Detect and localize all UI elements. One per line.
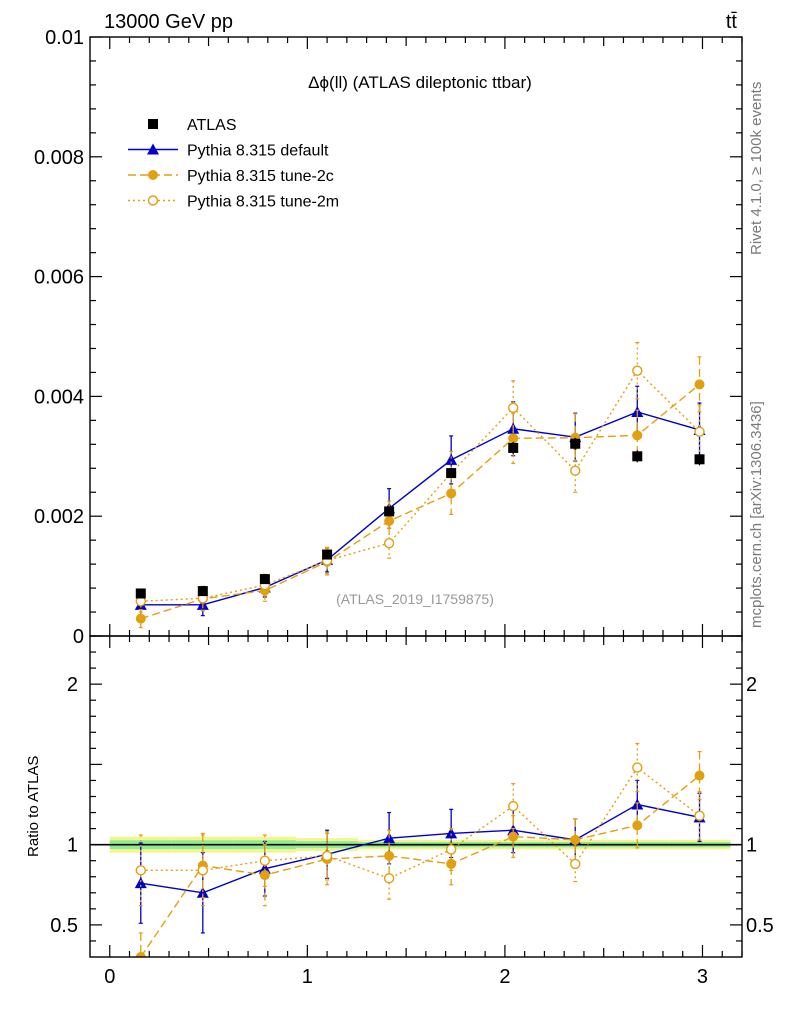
legend-label-pythia-8-315-tune-2c: Pythia 8.315 tune-2c — [187, 168, 334, 185]
atlas-point — [570, 438, 581, 449]
plot-title: Δϕ(ll) (ATLAS dileptonic ttbar) — [308, 73, 532, 92]
axis-ticks — [90, 36, 743, 957]
pythia-8-315-tune-2m-ratio-point — [508, 800, 519, 812]
pythia-8-315-tune-2m-ratio-point — [632, 762, 643, 773]
pythia-8-315-tune-2c-ratio-point — [570, 834, 581, 845]
pythia-8-315-tune-2c-point — [694, 379, 705, 390]
pythia-8-315-tune-2c-point — [135, 613, 146, 624]
pythia-8-315-tune-2c-ratio-point — [384, 850, 395, 861]
atlas-point — [446, 468, 457, 479]
ratio-bands — [90, 836, 742, 853]
pythia-8-315-tune-2m-point — [632, 365, 643, 376]
pythia-8-315-default-ratio-line — [140, 803, 700, 894]
ratio-y-tick-label-right: 0.5 — [746, 915, 774, 937]
pythia-8-315-tune-2m-ratio-point — [197, 865, 209, 876]
atlas-point — [259, 574, 270, 585]
energy-label: 13000 GeV pp — [104, 11, 233, 33]
pythia-8-315-default-line — [140, 411, 700, 606]
pythia-8-315-tune-2c-ratio-point — [508, 831, 519, 842]
ratio-y-tick-label-left: 2 — [67, 674, 78, 696]
main-plot-area — [134, 341, 706, 629]
ratio-y-tick-label-right: 1 — [746, 835, 757, 857]
atlas-point — [322, 549, 333, 560]
x-tick-label: 3 — [697, 966, 708, 988]
process-label: tt̄ — [726, 11, 738, 33]
pythia-8-315-tune-2c-point — [632, 430, 643, 441]
pythia-8-315-default-point — [445, 453, 458, 465]
pythia-8-315-tune-2m-point — [508, 402, 519, 413]
main-y-tick-label: 0 — [73, 626, 84, 648]
x-tick-label: 1 — [302, 966, 313, 988]
main-y-tick-label: 0.006 — [34, 267, 84, 289]
main-y-tick-label: 0.004 — [34, 386, 84, 408]
atlas-point — [135, 588, 146, 599]
ratio-frame — [89, 635, 743, 958]
pythia-8-315-default-ratio-point — [258, 862, 271, 874]
pythia-8-315-tune-2c-ratio-line — [140, 775, 700, 957]
pythia-8-315-tune-2c-line — [140, 383, 700, 620]
pythia-8-315-tune-2c-ratio-point — [135, 952, 146, 957]
pythia-8-315-tune-2m-ratio-point — [383, 873, 395, 884]
series-layer — [134, 341, 706, 957]
legend-marker-pythia-8-315-default — [147, 143, 159, 155]
legend-label-pythia-8-315-tune-2m: Pythia 8.315 tune-2m — [187, 194, 339, 211]
mcplots-label: mcplots.cern.ch [arXiv:1306.3436] — [748, 401, 765, 628]
pythia-8-315-tune-2m-ratio-point — [135, 865, 146, 876]
legend: ATLAS Pythia 8.315 default Pythia 8.315 tu… — [128, 117, 339, 211]
atlas-point — [632, 451, 643, 462]
pythia-8-315-tune-2m-line — [140, 369, 701, 602]
ratio-y-tick-label-left: 0.5 — [50, 915, 78, 937]
pythia-8-315-tune-2m-ratio-point — [570, 858, 581, 870]
main-y-tick-label: 0.002 — [34, 506, 84, 528]
pythia-8-315-tune-2m-point — [694, 426, 705, 437]
pythia-8-315-tune-2m-ratio-point — [445, 844, 457, 855]
legend-label-atlas: ATLAS — [187, 117, 237, 134]
x-tick-label: 0 — [104, 966, 115, 988]
atlas-point — [384, 506, 395, 517]
pythia-8-315-tune-2m-point — [383, 537, 395, 549]
pythia-8-315-tune-2c-point — [508, 433, 519, 444]
pythia-8-315-tune-2c-point — [384, 515, 395, 526]
legend-marker-atlas — [148, 119, 158, 129]
axis-labels: 0 0.002 0.004 0.006 0.008 0.01 0.5 0.5 1 1 2 2 0 1 2 3 — [34, 27, 774, 988]
legend-marker-pythia-8-315-tune-2m — [147, 195, 159, 206]
pythia-8-315-tune-2m-ratio-line — [140, 766, 700, 880]
ratio-y-tick-label-right: 2 — [746, 674, 757, 696]
ratio-y-axis-label: Ratio to ATLAS — [25, 756, 42, 857]
legend-marker-pythia-8-315-tune-2c — [148, 170, 158, 180]
pythia-8-315-tune-2m-point — [570, 465, 581, 476]
pythia-8-315-default-ratio-point — [134, 877, 147, 889]
pythia-8-315-tune-2c-ratio-point — [694, 770, 705, 781]
pythia-8-315-default-ratio-point — [196, 886, 209, 898]
atlas-point — [508, 442, 519, 453]
main-y-tick-label: 0.008 — [34, 147, 84, 169]
analysis-watermark: (ATLAS_2019_I1759875) — [336, 591, 494, 607]
atlas-point — [197, 586, 208, 597]
main-y-tick-label: 0.01 — [45, 27, 84, 49]
ratio-y-tick-label-left: 1 — [67, 835, 78, 857]
pythia-8-315-tune-2c-ratio-point — [632, 820, 643, 831]
rivet-version-label: Rivet 4.1.0, ≥ 100k events — [748, 82, 765, 255]
x-tick-label: 2 — [499, 966, 510, 988]
pythia-8-315-default-ratio-point — [445, 827, 458, 839]
atlas-point — [694, 454, 705, 465]
pythia-8-315-tune-2m-ratio-point — [321, 850, 333, 862]
ratio-plot-area — [134, 742, 706, 957]
pythia-8-315-tune-2m-ratio-point — [694, 810, 705, 821]
legend-label-pythia-8-315-default: Pythia 8.315 default — [187, 143, 329, 160]
pythia-8-315-tune-2m-ratio-point — [259, 855, 271, 866]
